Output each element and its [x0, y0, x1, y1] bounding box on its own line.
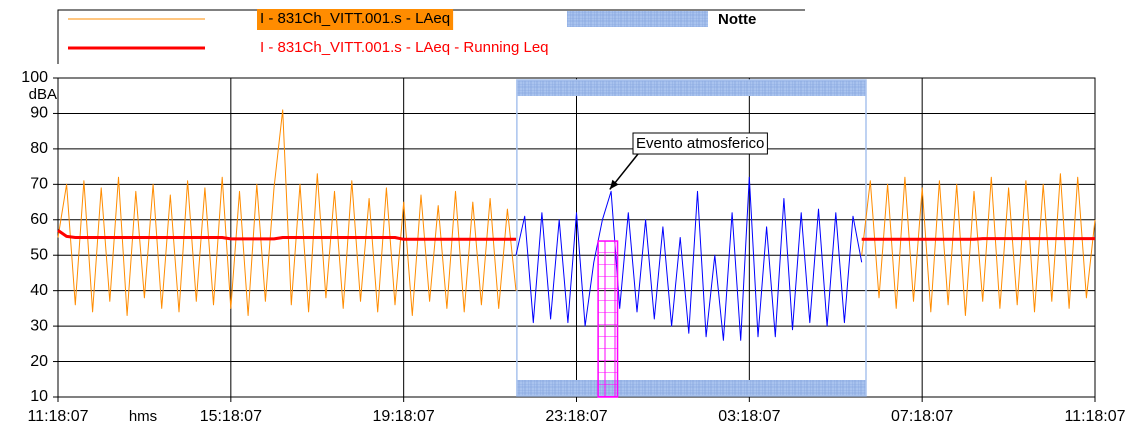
annotation-box: [632, 132, 768, 155]
legend-label: I - 831Ch_VITT.001.s - LAeq: [260, 10, 450, 27]
legend-label: I - 831Ch_VITT.001.s - LAeq - Running Le…: [260, 39, 549, 56]
x-tick-label: 23:18:07: [545, 408, 607, 425]
x-tick-label: 11:18:07: [27, 408, 88, 425]
series-line: [57, 229, 1095, 241]
x-tick-label: 07:18:07: [891, 408, 953, 425]
legend-text-highlight: [257, 9, 454, 30]
legend-frame: [57, 9, 805, 64]
annotation-text: Evento atmosferico: [636, 135, 764, 152]
highlight-region: [597, 240, 619, 398]
y-tick-label: 60: [30, 211, 48, 228]
legend: I - 831Ch_VITT.001.s - LAeq I - 831Ch_VI…: [57, 9, 805, 64]
region-band: [516, 80, 866, 96]
annotation-arrowhead: [609, 179, 619, 190]
x-tick-label: 19:18:07: [373, 408, 435, 425]
y-tick-label: 100: [21, 69, 48, 86]
y-tick-label: 80: [30, 140, 48, 157]
x-tick-label: 03:18:07: [718, 408, 780, 425]
y-axis-label: dBA: [29, 86, 57, 103]
x-axis-label: hms: [129, 408, 157, 425]
legend-swatch: [567, 11, 708, 27]
series-line: [515, 176, 863, 341]
y-tick-label: 70: [30, 176, 48, 193]
y-tick-label: 30: [30, 317, 48, 334]
y-tick-label: 20: [30, 353, 48, 370]
y-tick-label: 90: [30, 105, 48, 122]
x-tick-label: 11:18:07: [1064, 408, 1125, 425]
y-tick-label: 10: [30, 388, 48, 405]
y-tick-label: 40: [30, 282, 48, 299]
x-tick-label: 15:18:07: [200, 408, 262, 425]
region-band: [516, 380, 866, 396]
y-tick-label: 50: [30, 246, 48, 263]
legend-label: Notte: [718, 11, 756, 28]
